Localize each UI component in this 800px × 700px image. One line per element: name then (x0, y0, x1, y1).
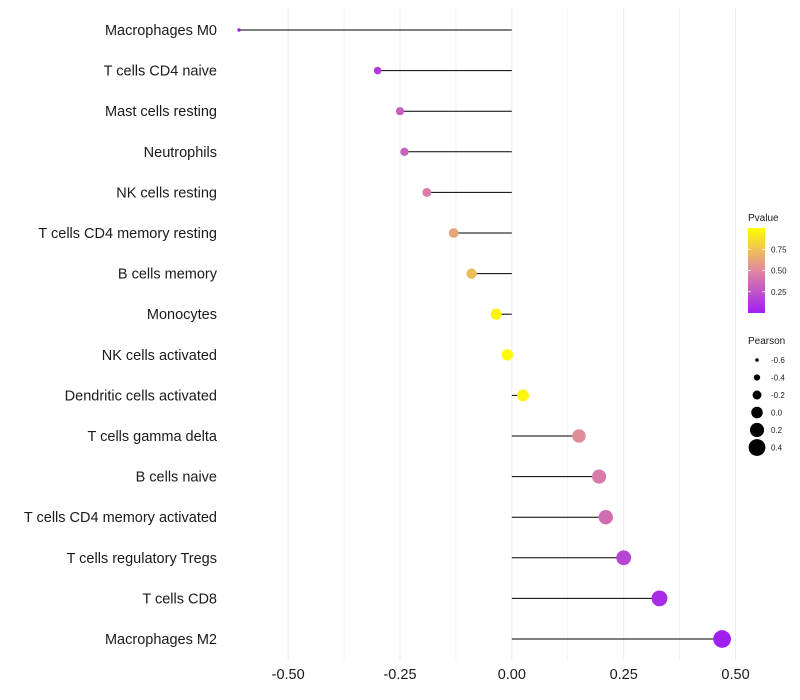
lollipop-point (237, 28, 241, 32)
lollipop-point (572, 429, 586, 443)
pearson-legend: Pearson -0.6 -0.4 -0.2 0.0 0.2 0.4 (748, 336, 785, 456)
category-label: Mast cells resting (105, 104, 217, 120)
size-key-label: -0.2 (771, 391, 785, 400)
lollipop-point (517, 389, 529, 402)
size-key-dot (748, 439, 766, 456)
lollipop-point (466, 268, 477, 279)
category-label: T cells CD4 memory resting (38, 226, 217, 242)
category-label: Macrophages M0 (105, 23, 217, 39)
lollipop-point (651, 590, 668, 607)
lollipop-point (422, 187, 432, 197)
pearson-legend-title: Pearson (748, 336, 785, 347)
x-tick-label: 0.50 (721, 667, 749, 683)
x-axis-ticks: -0.50 -0.25 0.00 0.25 0.50 (272, 667, 750, 683)
size-key-label: 0.2 (771, 426, 783, 435)
colorbar-tick-label: 0.75 (771, 245, 787, 254)
pvalue-legend: Pvalue 0.25 0.50 0.75 (748, 213, 787, 313)
lollipop-stems (238, 29, 723, 640)
category-label: Monocytes (147, 307, 217, 323)
category-label: T cells CD4 memory activated (24, 510, 217, 526)
colorbar-tick-label: 0.50 (771, 267, 787, 276)
grid-lines (287, 8, 737, 660)
category-label: T cells regulatory Tregs (67, 551, 217, 567)
size-key-dot (755, 358, 759, 362)
size-key-label: 0.0 (771, 409, 783, 418)
category-labels: Macrophages M0 T cells CD4 naive Mast cell… (24, 23, 218, 648)
pvalue-legend-ticks: 0.25 0.50 0.75 (748, 245, 787, 297)
pvalue-colorbar (748, 228, 765, 313)
lollipop-point (713, 630, 731, 648)
lollipop-point (592, 469, 607, 484)
category-label: T cells CD4 naive (104, 64, 217, 80)
category-label: Dendritic cells activated (65, 388, 217, 404)
colorbar-tick-label: 0.25 (771, 288, 787, 297)
lollipop-points (237, 28, 731, 648)
size-key-label: -0.6 (771, 356, 785, 365)
size-key-label: -0.4 (771, 374, 785, 383)
lollipop-point (501, 349, 514, 361)
category-label: Neutrophils (144, 145, 217, 161)
size-key-dot (753, 374, 761, 381)
category-label: T cells gamma delta (88, 429, 218, 445)
size-key-dot (749, 422, 765, 438)
x-tick-label: 0.25 (610, 667, 638, 683)
pvalue-legend-title: Pvalue (748, 213, 779, 224)
x-tick-label: -0.50 (272, 667, 305, 683)
lollipop-point (616, 550, 632, 566)
category-label: NK cells activated (102, 348, 217, 364)
size-key-dot (752, 390, 762, 400)
category-label: NK cells resting (116, 185, 217, 201)
size-key-label: 0.4 (771, 444, 783, 453)
category-label: T cells CD8 (142, 591, 217, 607)
size-key-dot (751, 406, 763, 419)
lollipop-point (395, 107, 405, 116)
category-label: B cells memory (118, 267, 218, 283)
pearson-legend-keys: -0.6 -0.4 -0.2 0.0 0.2 0.4 (748, 356, 785, 456)
x-tick-label: 0.00 (498, 667, 526, 683)
lollipop-point (400, 147, 409, 156)
x-tick-label: -0.25 (383, 667, 416, 683)
lollipop-point (490, 308, 502, 320)
lollipop-point (373, 66, 382, 75)
category-label: B cells naive (136, 470, 217, 486)
category-label: Macrophages M2 (105, 632, 217, 648)
lollipop-point (598, 510, 613, 525)
lollipop-point (448, 228, 459, 238)
